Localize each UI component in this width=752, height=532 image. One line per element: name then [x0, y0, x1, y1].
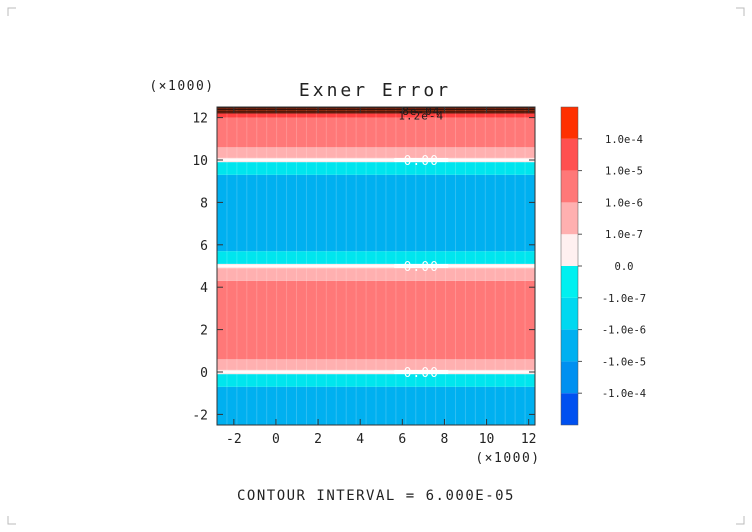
band-3 — [217, 359, 535, 370]
colorbar-label: 1.0e-6 — [605, 197, 643, 209]
band-13 — [217, 113, 535, 118]
colorbar-swatch — [561, 138, 578, 171]
plot-frame — [216, 106, 536, 426]
corner-mark-br — [736, 516, 745, 525]
colorbar-swatch — [561, 329, 578, 362]
colorbar-swatch — [561, 202, 578, 235]
colorbar-label: 1.0e-4 — [605, 134, 643, 146]
x-tick-label: 4 — [356, 432, 364, 447]
x-tick-label: 0 — [272, 432, 280, 447]
band-8 — [217, 174, 535, 252]
corner-marks — [7, 7, 745, 525]
corner-mark-tl — [7, 7, 16, 16]
y-multiplier-label: (×1000) — [149, 79, 214, 94]
colorbar-label: -1.0e-5 — [602, 356, 646, 368]
colorbar-labels: -1.0e-4 -1.0e-5 -1.0e-6 -1.0e-7 0.0 1.0e-7 1.0… — [578, 134, 646, 400]
contour-label-gap — [394, 370, 449, 374]
colorbar-label: 1.0e-5 — [605, 166, 643, 178]
band-14 — [217, 107, 535, 114]
colorbar-label: -1.0e-6 — [602, 325, 646, 337]
x-tick-label: 2 — [314, 432, 322, 447]
y-tick-label: 0 — [200, 366, 208, 381]
colorbar-swatch — [561, 393, 578, 425]
contour-label-gap — [394, 158, 449, 162]
colorbar-swatch — [561, 297, 578, 330]
y-tick-label: 12 — [192, 112, 208, 127]
band-0 — [217, 386, 535, 425]
colorbar-swatch — [561, 170, 578, 203]
x-tick-label: 6 — [398, 432, 406, 447]
band-12 — [217, 117, 535, 148]
contour-label: 0.00 — [404, 366, 439, 381]
band-9 — [217, 162, 535, 175]
colorbar-label: -1.0e-7 — [602, 293, 646, 305]
band-11 — [217, 147, 535, 158]
y-tick-label: -2 — [192, 408, 208, 423]
x-tick-label: -2 — [226, 432, 242, 447]
contour-interval-footer: CONTOUR INTERVAL = 6.000E-05 — [237, 488, 515, 504]
y-tick-label: 2 — [200, 324, 208, 339]
colorbar-swatch — [561, 361, 578, 394]
contour-label-gap — [394, 264, 449, 268]
y-tick-label: 8 — [200, 196, 208, 211]
colorbar-swatch — [561, 266, 578, 298]
x-axis: -2 0 2 4 6 8 10 12 — [226, 107, 537, 447]
contour-label: 1.2e-4 — [398, 109, 444, 122]
colorbar-swatch — [561, 107, 578, 139]
x-tick-label: 10 — [479, 432, 495, 447]
x-multiplier-label: (×1000) — [475, 451, 540, 466]
y-tick-label: 4 — [200, 281, 208, 296]
band-1 — [217, 374, 535, 387]
corner-mark-tr — [736, 7, 745, 16]
y-axis: -2 0 2 4 6 8 10 12 — [192, 112, 535, 423]
contour-label: 0.00 — [404, 260, 439, 275]
y-tick-label: 6 — [200, 239, 208, 254]
x-tick-label: 12 — [521, 432, 537, 447]
y-tick-label: 10 — [192, 154, 208, 169]
contour-labels: 0.00 0.00 0.00 8e-041.2e-4 — [394, 105, 449, 381]
colorbar — [560, 106, 579, 426]
chart-title: Exner Error — [299, 80, 451, 101]
contour-label: 0.00 — [404, 154, 439, 169]
x-tick-label: 8 — [441, 432, 449, 447]
colorbar-swatch — [561, 234, 578, 266]
colorbar-label: -1.0e-4 — [602, 388, 646, 400]
contour-label: 8e-04 — [402, 105, 440, 118]
field-bands — [217, 107, 535, 425]
colorbar-label: 1.0e-7 — [605, 229, 643, 241]
corner-mark-bl — [7, 516, 16, 525]
colorbar-label: 0.0 — [615, 261, 634, 273]
band-7 — [217, 251, 535, 264]
band-4 — [217, 280, 535, 360]
band-5 — [217, 268, 535, 281]
